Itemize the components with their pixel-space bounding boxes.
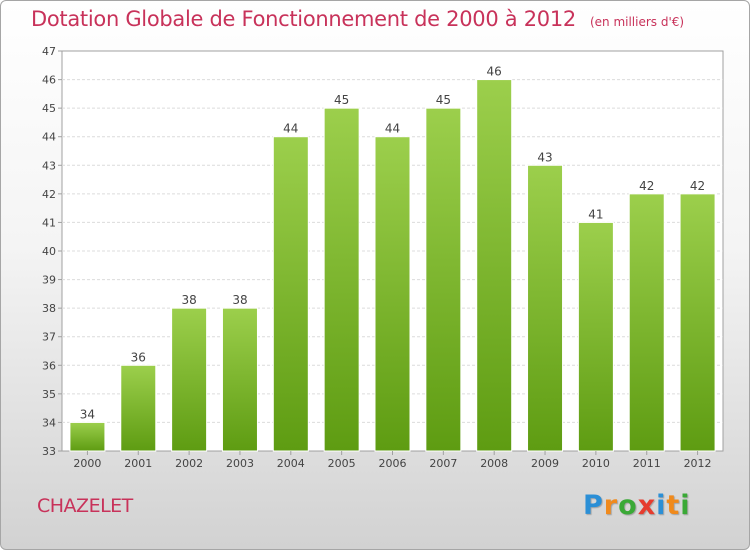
x-tick-label-2005: 2005	[328, 457, 356, 470]
y-tick-label: 46	[42, 74, 56, 87]
y-tick-label: 40	[42, 245, 56, 258]
bars: 34 36 38 38 44 45 44 45 46 43 41 42 42	[69, 65, 716, 452]
commune-name: CHAZELET	[37, 495, 133, 517]
bar-2009	[527, 164, 564, 452]
y-tick-label: 37	[42, 331, 56, 344]
y-tick-label: 41	[42, 216, 56, 229]
x-tick-label-2004: 2004	[277, 457, 305, 470]
y-tick-label: 42	[42, 188, 56, 201]
x-tick-label-2003: 2003	[226, 457, 254, 470]
bar-2005	[323, 107, 360, 452]
x-tick-label-2000: 2000	[73, 457, 101, 470]
bar-2012	[679, 193, 716, 452]
data-label-2004: 44	[283, 122, 298, 136]
data-label-2012: 42	[690, 179, 705, 193]
data-label-2009: 43	[537, 150, 552, 164]
x-tick-label-2007: 2007	[429, 457, 457, 470]
logo-letter: P	[583, 490, 604, 521]
bar-2011	[628, 193, 665, 452]
proxiti-logo: Proxiti	[583, 490, 691, 521]
data-label-2007: 45	[436, 93, 451, 107]
bar-2004	[272, 136, 309, 452]
data-label-2003: 38	[232, 293, 247, 307]
x-axis-ticks: 2000 2001 2002 2003 2004 2005 2006 2007 2008 2009…	[73, 451, 712, 470]
x-tick-label-2010: 2010	[582, 457, 610, 470]
data-label-2010: 41	[588, 207, 603, 221]
bar-2001	[120, 364, 157, 452]
logo-letter: i	[656, 490, 667, 521]
logo-letter: r	[603, 490, 619, 521]
title-row: Dotation Globale de Fonctionnement de 20…	[31, 7, 684, 31]
bar-2000	[69, 421, 106, 452]
x-tick-label-2006: 2006	[379, 457, 407, 470]
bar-2006	[374, 136, 411, 452]
y-tick-label: 47	[42, 45, 56, 58]
data-label-2000: 34	[80, 407, 95, 421]
data-label-2005: 45	[334, 93, 349, 107]
x-tick-label-2002: 2002	[175, 457, 203, 470]
bar-2008	[476, 79, 513, 452]
logo-letter: t	[666, 490, 681, 521]
data-label-2002: 38	[181, 293, 196, 307]
y-tick-label: 45	[42, 102, 56, 115]
y-tick-label: 34	[42, 416, 56, 429]
bar-2007	[425, 107, 462, 452]
x-tick-label-2012: 2012	[684, 457, 712, 470]
y-tick-label: 43	[42, 159, 56, 172]
data-label-2006: 44	[385, 122, 400, 136]
y-tick-label: 33	[42, 445, 56, 458]
logo-letter: o	[618, 490, 638, 521]
chart-subtitle: (en milliers d'€)	[589, 15, 685, 29]
y-tick-label: 39	[42, 274, 56, 287]
y-axis-ticks: 33 34 35 36 37 38 39 40 41 42 43 44 45 46 47	[42, 45, 62, 458]
logo-letter: i	[680, 490, 691, 521]
x-tick-label-2008: 2008	[480, 457, 508, 470]
data-label-2001: 36	[131, 350, 146, 364]
chart-title: Dotation Globale de Fonctionnement de 20…	[31, 7, 576, 31]
x-tick-label-2011: 2011	[633, 457, 661, 470]
logo-letter: x	[637, 490, 657, 521]
data-label-2008: 46	[487, 65, 502, 79]
y-tick-label: 36	[42, 359, 56, 372]
y-tick-label: 35	[42, 388, 56, 401]
y-tick-label: 44	[42, 131, 56, 144]
bar-2002	[171, 307, 208, 452]
x-tick-label-2009: 2009	[531, 457, 559, 470]
x-tick-label-2001: 2001	[124, 457, 152, 470]
bar-2003	[221, 307, 258, 452]
data-label-2011: 42	[639, 179, 654, 193]
y-tick-label: 38	[42, 302, 56, 315]
bar-2010	[577, 221, 614, 452]
